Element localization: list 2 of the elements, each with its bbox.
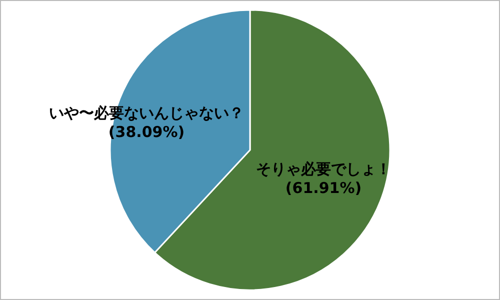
data-label: (61.91%) xyxy=(285,179,362,198)
slice-label: そりゃ必要でしょ！ xyxy=(256,160,391,178)
